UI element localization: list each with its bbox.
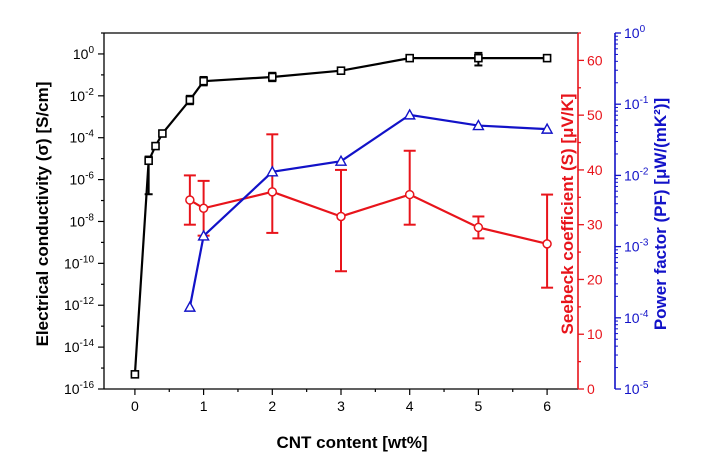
- conductivity-point: [185, 95, 195, 105]
- conductivity-point: [151, 141, 160, 151]
- conductivity-point: [130, 370, 140, 379]
- x-tick-label: 6: [543, 398, 551, 414]
- x-tick-label: 0: [131, 398, 139, 414]
- series-layer: [130, 51, 554, 379]
- left-axis-title: Electrical conductivity (σ) [S/cm]: [33, 82, 52, 347]
- x-tick-label: 5: [474, 398, 482, 414]
- left-tick-label: 10-10: [64, 254, 94, 271]
- conductivity-point: [542, 53, 552, 63]
- seebeck-point: [267, 187, 278, 197]
- left-tick-label: 100: [73, 45, 95, 62]
- power-factor-tick-label: 10-2: [624, 166, 649, 183]
- seebeck-point: [473, 222, 484, 233]
- seebeck-tick-label: 50: [587, 107, 603, 123]
- seebeck-tick-label: 10: [587, 326, 603, 342]
- seebeck-tick-label: 60: [587, 52, 603, 68]
- x-axis-title: CNT content [wt%]: [276, 433, 427, 452]
- x-tick-label: 2: [268, 398, 276, 414]
- power-factor-point: [472, 119, 485, 131]
- conductivity-point: [336, 66, 346, 75]
- left-tick-label: 10-8: [70, 212, 95, 229]
- power-factor-point: [183, 300, 197, 312]
- power-factor-tick-label: 100: [624, 24, 646, 41]
- x-tick-label: 4: [406, 398, 414, 414]
- power-factor-axis-title: Power factor (PF) [μW/(mK²)]: [651, 98, 670, 330]
- power-factor-tick-label: 10-4: [624, 309, 649, 326]
- seebeck-point: [198, 203, 209, 214]
- power-factor-tick-label: 10-3: [624, 238, 649, 255]
- power-factor-series-line: [188, 113, 548, 308]
- x-axis: 0 1 2 3 4 5 6: [131, 389, 551, 414]
- seebeck-point: [336, 211, 346, 222]
- power-factor-tick-label: 10-5: [624, 380, 649, 397]
- seebeck-point: [404, 189, 415, 200]
- power-factor-point: [266, 165, 279, 177]
- conductivity-point: [144, 156, 153, 166]
- left-axis: 100 10-2 10-4 10-6 10-8 10-10 10-12 10-14 10-16: [64, 32, 104, 397]
- conductivity-point: [474, 53, 483, 63]
- power-factor-axis: 100 10-1 10-2 10-3 10-4 10-5: [614, 24, 649, 397]
- left-tick-label: 10-14: [64, 338, 94, 355]
- power-factor-point: [540, 122, 554, 134]
- x-tick-label: 3: [337, 398, 345, 414]
- left-tick-label: 10-6: [70, 171, 95, 188]
- power-factor-point: [334, 154, 348, 166]
- seebeck-tick-label: 40: [587, 162, 603, 178]
- seebeck-axis: 0 10 20 30 40 50 60: [577, 32, 603, 397]
- x-tick-label: 1: [200, 398, 208, 414]
- left-tick-label: 10-4: [70, 129, 95, 146]
- conductivity-point: [405, 53, 414, 63]
- seebeck-axis-title: Seebeck coefficient (S) [μV/K]: [558, 94, 577, 335]
- left-tick-label: 10-12: [64, 296, 94, 313]
- left-tick-label: 10-2: [70, 87, 95, 104]
- seebeck-point: [542, 239, 552, 249]
- seebeck-point: [185, 195, 195, 205]
- conductivity-point: [268, 72, 277, 82]
- seebeck-tick-label: 30: [587, 217, 603, 233]
- seebeck-tick-label: 0: [587, 381, 595, 397]
- conductivity-point: [158, 129, 167, 138]
- left-tick-label: 10-16: [64, 380, 94, 397]
- power-factor-tick-label: 10-1: [624, 95, 649, 112]
- power-factor-point: [403, 108, 416, 120]
- power-factor-point: [197, 229, 210, 241]
- seebeck-tick-label: 20: [587, 271, 603, 287]
- conductivity-point: [199, 76, 208, 86]
